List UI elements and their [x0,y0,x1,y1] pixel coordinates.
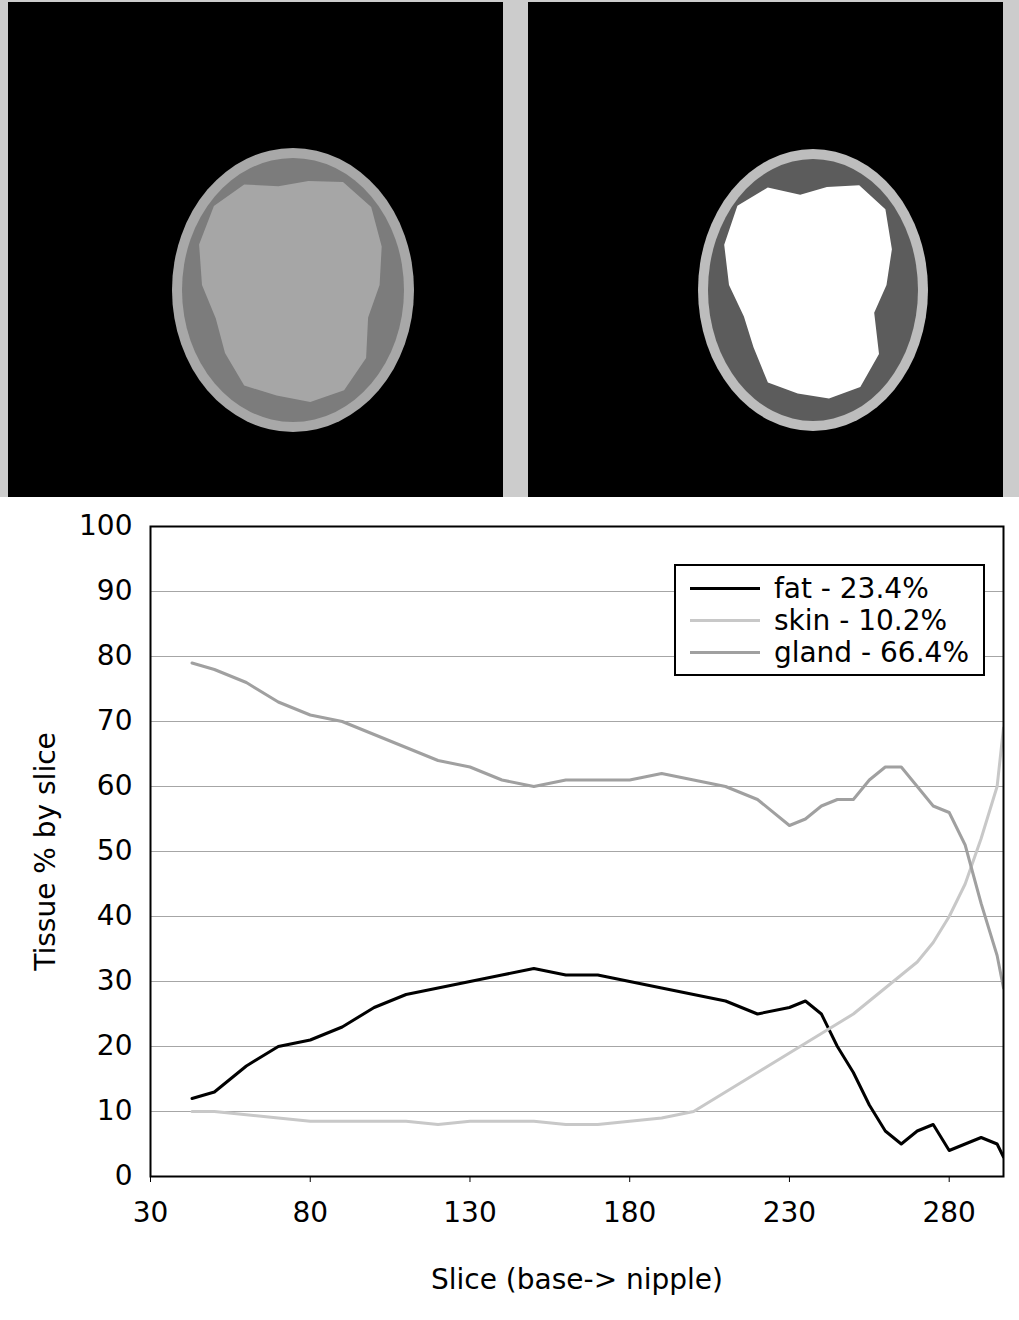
svg-text:280: 280 [922,1196,975,1229]
svg-text:90: 90 [97,574,133,607]
html-text:fat - 23.4%: fat - 23.4% [773,571,929,605]
svg-text:60: 60 [97,769,133,802]
svg-text:70: 70 [97,704,133,737]
svg-text:10: 10 [97,1094,133,1127]
svg-text:20: 20 [97,1029,133,1062]
svg-text:80: 80 [292,1196,328,1229]
svg-text:100: 100 [79,509,132,542]
svg-text:40: 40 [97,899,133,932]
svg-text:50: 50 [97,834,133,867]
svg-text:230: 230 [763,1196,816,1229]
svg-text:80: 80 [97,639,133,672]
html-text:skin - 10.2%: skin - 10.2% [773,603,948,637]
svg-text:Tissue % by slice: Tissue % by slice [29,732,62,972]
svg-text:30: 30 [133,1196,169,1229]
svg-text:180: 180 [603,1196,656,1229]
html-text:gland - 66.4%: gland - 66.4% [773,635,969,669]
svg-text:Slice (base-> nipple): Slice (base-> nipple) [431,1263,723,1296]
svg-text:0: 0 [115,1159,133,1192]
svg-text:30: 30 [97,964,133,997]
svg-text:130: 130 [443,1196,496,1229]
